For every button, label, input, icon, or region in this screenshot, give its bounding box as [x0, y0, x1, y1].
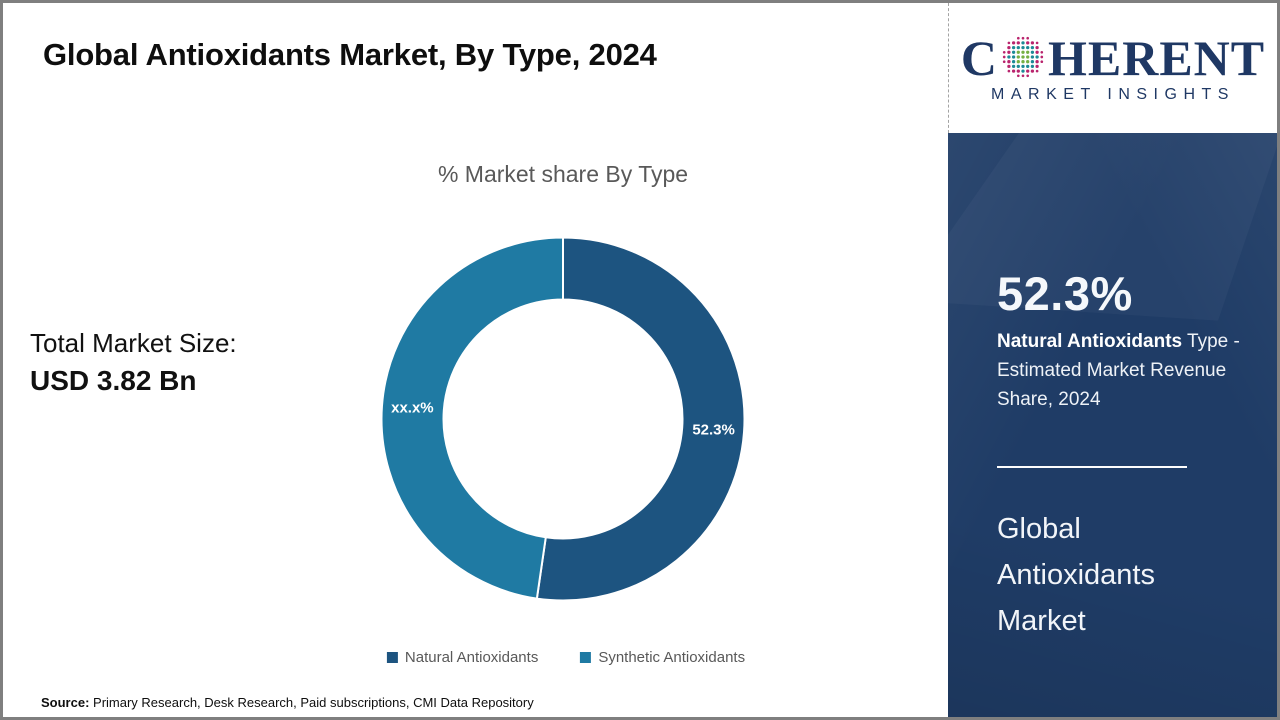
globe-dot [1021, 50, 1025, 54]
legend-label: Synthetic Antioxidants [598, 649, 746, 666]
chart-legend: Natural Antioxidants Synthetic Antioxidan… [386, 649, 745, 666]
globe-dot [1016, 64, 1020, 68]
globe-dot [1026, 36, 1029, 40]
legend-item: Synthetic Antioxidants [580, 649, 745, 666]
globe-dot [1016, 45, 1020, 49]
globe-dot [1007, 54, 1011, 59]
globe-dot [1026, 45, 1030, 49]
source-text: Primary Research, Desk Research, Paid su… [89, 695, 534, 710]
slice-label: 52.3% [692, 421, 735, 439]
globe-dot [1026, 50, 1030, 54]
globe-dot [1026, 68, 1030, 73]
stat-value: 52.3% [997, 267, 1133, 320]
sidebar-panel: 52.3% Natural Antioxidants Type - Estima… [948, 133, 1277, 717]
globe-dot [1002, 55, 1006, 58]
globe-dot [1030, 40, 1035, 45]
globe-dot [1026, 54, 1030, 59]
total-market-size-block: Total Market Size: USD 3.82 Bn [30, 328, 237, 397]
globe-dot [1040, 50, 1044, 54]
globe-dot [1035, 69, 1039, 72]
sidebar-market-name: Global Antioxidants Market [997, 513, 1155, 637]
globe-dot [1021, 64, 1025, 68]
globe-dot [1016, 59, 1020, 63]
stat-description-rest: Type - Estimated Market Revenue Share, 2… [997, 331, 1240, 410]
globe-dot [1007, 50, 1011, 54]
legend-label: Natural Antioxidants [404, 649, 539, 666]
slice-label: xx.x% [391, 399, 434, 417]
globe-dot [1021, 68, 1025, 73]
chart-title: % Market share By Type [437, 161, 689, 187]
globe-dot [1021, 59, 1025, 63]
globe-dot [1021, 73, 1025, 77]
globe-dot [1026, 40, 1030, 45]
globe-dot [1002, 50, 1006, 54]
globe-dot [1035, 50, 1039, 54]
legend-swatch [386, 652, 398, 663]
donut-svg [380, 236, 746, 602]
donut-chart: 52.3% xx.x% [380, 236, 746, 602]
total-market-size-value: USD 3.82 Bn [30, 365, 197, 396]
source-label: Source: [41, 695, 90, 710]
globe-dot [1011, 40, 1016, 45]
globe-dot [1026, 73, 1029, 77]
globe-dot [1016, 36, 1020, 40]
source-line: Source: Primary Research, Desk Research,… [41, 695, 534, 710]
globe-dot [1030, 50, 1035, 54]
globe-dot [1011, 45, 1016, 49]
globe-dot [1011, 54, 1016, 59]
globe-dot [1040, 59, 1044, 63]
brand-name-suffix: HERENT [1047, 29, 1266, 86]
globe-dot [1007, 41, 1011, 44]
globe-dot [1035, 59, 1039, 63]
stat-description: Natural Antioxidants Type - Estimated Ma… [997, 327, 1245, 414]
globe-dot [1030, 54, 1035, 59]
globe-dot [1016, 50, 1020, 54]
globe-dot [1026, 64, 1030, 68]
globe-dot [1040, 55, 1044, 58]
globe-dot [1016, 73, 1020, 77]
globe-dot [1021, 36, 1025, 40]
brand-name-prefix: C [960, 29, 998, 86]
page-title: Global Antioxidants Market, By Type, 202… [43, 37, 657, 72]
globe-dot [1011, 50, 1016, 54]
globe-dot [1007, 45, 1011, 49]
globe-dot [1035, 64, 1039, 68]
right-column: C HERENT MARKET INSIGHTS 52.3% Natural A… [948, 3, 1277, 717]
brand-logo-row: C HERENT [961, 33, 1265, 83]
brand-tagline: MARKET INSIGHTS [991, 85, 1235, 103]
globe-dot [1035, 54, 1039, 59]
globe-dot [1011, 68, 1016, 73]
globe-dot [1007, 64, 1011, 68]
sidebar-divider [997, 466, 1187, 468]
globe-dot [1021, 40, 1025, 45]
globe-dot [1011, 59, 1016, 63]
globe-dot [1030, 68, 1035, 73]
globe-dot [1021, 54, 1025, 59]
globe-dot [1030, 45, 1035, 49]
pie-slice [535, 236, 746, 602]
globe-dot [1021, 45, 1025, 49]
globe-dot [1016, 40, 1020, 45]
stat-description-bold: Natural Antioxidants [997, 331, 1183, 352]
globe-dot [1016, 68, 1020, 73]
total-market-size-label: Total Market Size: [30, 328, 237, 358]
globe-dot [1002, 59, 1006, 63]
globe-dot [1030, 59, 1035, 63]
globe-dot [1026, 59, 1030, 63]
globe-dot [1016, 54, 1020, 59]
legend-swatch [580, 652, 592, 663]
globe-dot [1030, 64, 1035, 68]
globe-dot [1035, 45, 1039, 49]
pie-slice [380, 236, 564, 600]
globe-dot [1035, 41, 1039, 44]
legend-item: Natural Antioxidants [386, 649, 539, 666]
globe-dot [1007, 69, 1011, 72]
globe-dot [1007, 59, 1011, 63]
dotted-globe-icon [1002, 36, 1044, 77]
globe-dot [1011, 64, 1016, 68]
brand-logo: C HERENT MARKET INSIGHTS [948, 3, 1277, 133]
